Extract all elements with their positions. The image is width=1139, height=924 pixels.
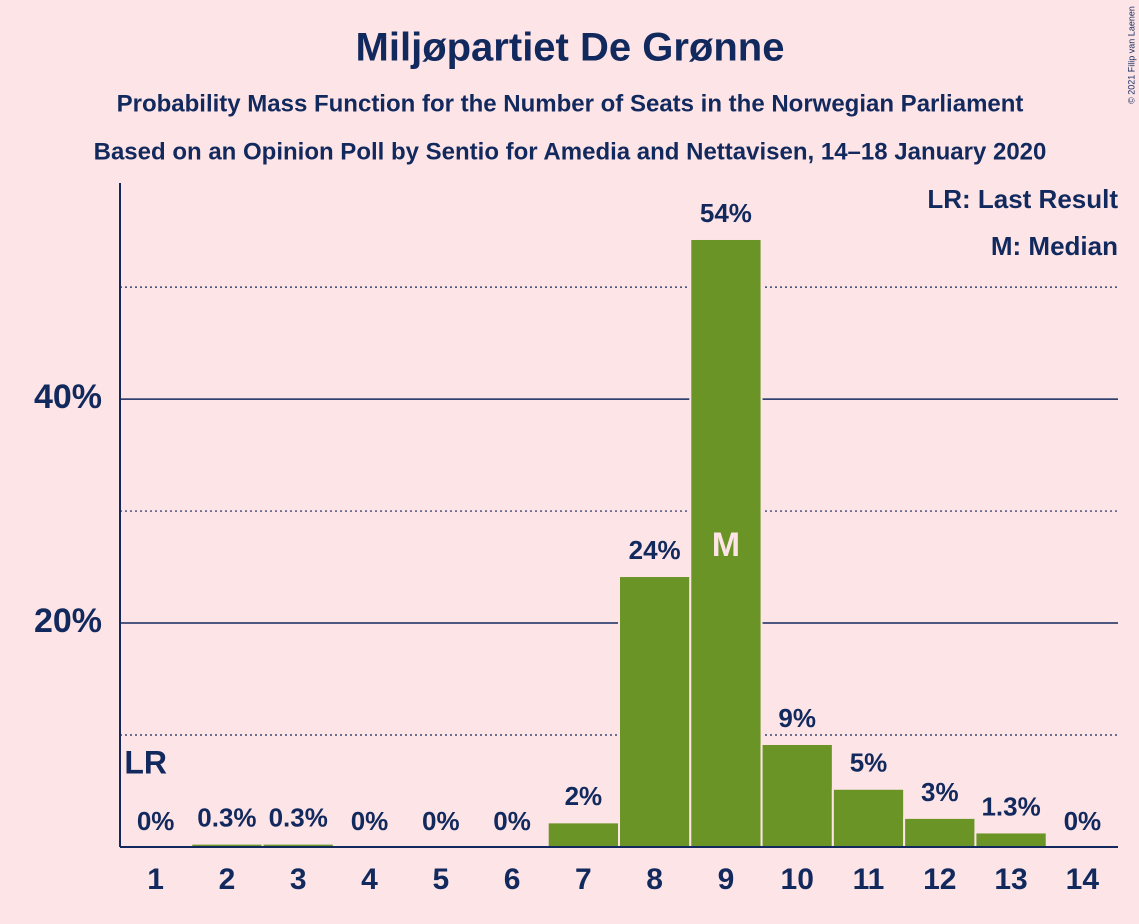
x-tick-label: 14 xyxy=(1066,863,1100,896)
bar xyxy=(831,787,906,849)
x-tick-label: 1 xyxy=(147,863,164,896)
value-label: 0.3% xyxy=(197,803,256,833)
bar xyxy=(618,575,692,848)
legend-entry: M: Median xyxy=(991,231,1118,261)
x-tick-label: 5 xyxy=(432,863,449,896)
chart-subtitle: Based on an Opinion Poll by Sentio for A… xyxy=(94,138,1047,165)
last-result-marker: LR xyxy=(124,744,167,780)
x-tick-label: 10 xyxy=(781,863,814,896)
x-tick-label: 3 xyxy=(290,863,307,896)
x-tick-label: 7 xyxy=(575,863,592,896)
x-tick-label: 8 xyxy=(646,863,663,896)
value-label: 0% xyxy=(422,806,460,836)
bar xyxy=(546,821,621,848)
x-tick-label: 9 xyxy=(718,863,735,896)
value-label: 24% xyxy=(629,535,681,565)
value-label: 9% xyxy=(778,703,816,733)
x-tick-label: 6 xyxy=(504,863,521,896)
x-tick-label: 4 xyxy=(361,863,378,896)
median-marker: M xyxy=(712,526,740,564)
bar xyxy=(903,816,977,849)
value-label: 0% xyxy=(351,806,389,836)
copyright: © 2021 Filip van Laenen xyxy=(1126,6,1136,104)
chart-title: Miljøpartiet De Grønne xyxy=(356,26,785,70)
value-label: 0% xyxy=(493,806,531,836)
legend-entry: LR: Last Result xyxy=(927,184,1118,214)
x-tick-label: 12 xyxy=(923,863,956,896)
value-label: 0.3% xyxy=(269,803,328,833)
y-tick-label: 40% xyxy=(34,378,102,416)
x-tick-label: 11 xyxy=(853,863,885,896)
value-label: 3% xyxy=(921,777,959,807)
value-label: 0% xyxy=(137,806,175,836)
chart-subtitle: Probability Mass Function for the Number… xyxy=(117,90,1024,117)
value-label: 0% xyxy=(1064,806,1102,836)
value-label: 1.3% xyxy=(981,791,1040,821)
y-tick-label: 20% xyxy=(34,602,102,640)
value-label: 5% xyxy=(850,748,888,778)
x-tick-label: 13 xyxy=(994,863,1027,896)
value-label: 54% xyxy=(700,198,752,228)
bar xyxy=(974,831,1048,848)
x-tick-label: 2 xyxy=(219,863,236,896)
bar xyxy=(760,742,834,848)
value-label: 2% xyxy=(565,781,603,811)
